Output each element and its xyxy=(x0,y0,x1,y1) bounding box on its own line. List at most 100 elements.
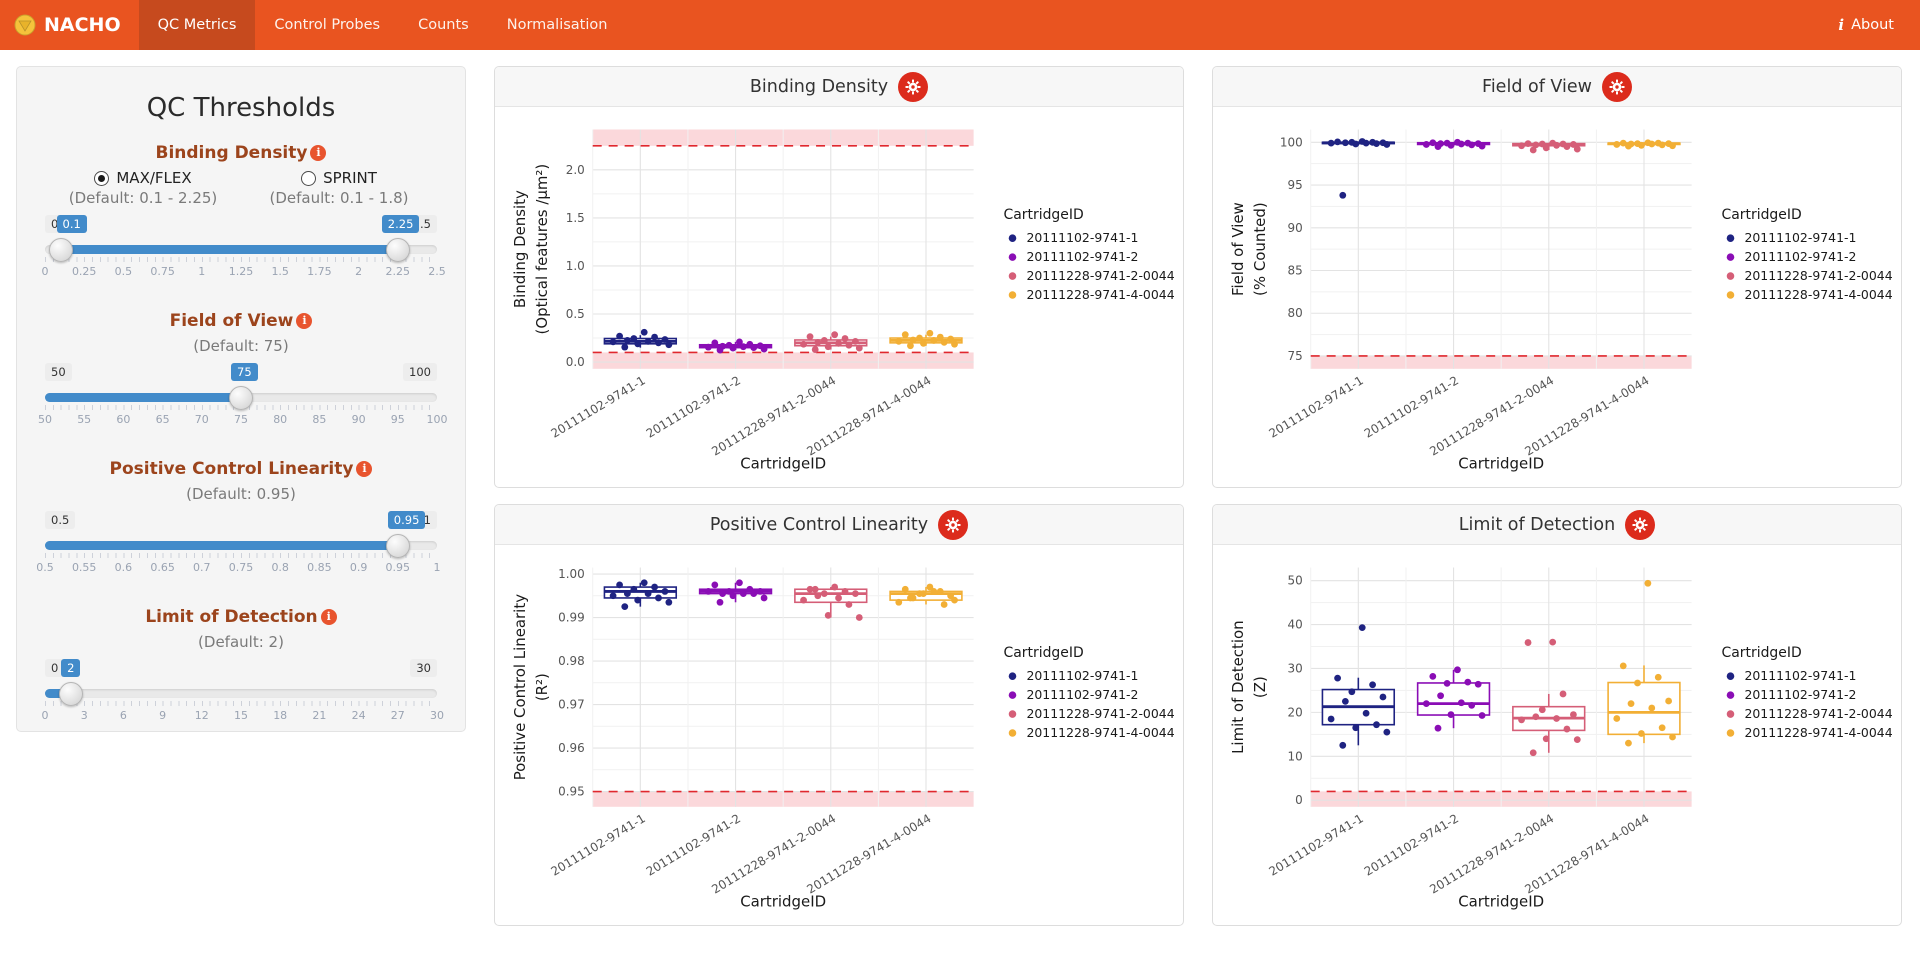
slider-track[interactable] xyxy=(45,245,437,254)
sample-point[interactable] xyxy=(901,331,909,339)
sample-point[interactable] xyxy=(729,592,737,600)
sample-point[interactable] xyxy=(1563,143,1571,150)
sample-point[interactable] xyxy=(711,581,719,589)
sample-point[interactable] xyxy=(621,343,629,351)
slider-handle[interactable] xyxy=(59,682,84,706)
field-of-view-settings-button[interactable] xyxy=(1601,71,1632,102)
sample-point[interactable] xyxy=(1422,141,1430,148)
radio-sprint[interactable]: SPRINT xyxy=(241,169,437,187)
sample-point[interactable] xyxy=(920,590,927,597)
sample-point[interactable] xyxy=(895,338,903,345)
sample-point[interactable] xyxy=(811,346,819,353)
sample-point[interactable] xyxy=(852,338,859,345)
limit-of-detection-slider[interactable]: 0 30 2 0 3 6 9 12 15 18 21 24 27 30 xyxy=(42,659,444,739)
sample-point[interactable] xyxy=(1352,724,1360,732)
sample-point[interactable] xyxy=(1464,678,1472,686)
sample-point[interactable] xyxy=(831,583,839,591)
sample-point[interactable] xyxy=(824,611,832,619)
sample-point[interactable] xyxy=(1429,672,1437,680)
sample-point[interactable] xyxy=(926,329,934,337)
sample-point[interactable] xyxy=(1654,673,1662,681)
sample-point[interactable] xyxy=(930,337,938,344)
sample-point[interactable] xyxy=(634,596,642,604)
sample-point[interactable] xyxy=(644,338,652,345)
sample-point[interactable] xyxy=(1619,662,1627,670)
sample-point[interactable] xyxy=(1373,721,1380,729)
sample-point[interactable] xyxy=(1665,697,1673,705)
sample-point[interactable] xyxy=(655,594,662,602)
sample-point[interactable] xyxy=(1573,736,1581,744)
sample-point[interactable] xyxy=(1625,739,1632,747)
positive-control-linearity-slider[interactable]: 0.5 1 0.95 0.5 0.55 0.6 0.65 0.7 0.75 0.8 0.85 0.9 0… xyxy=(36,511,441,591)
sample-point[interactable] xyxy=(623,337,631,344)
sample-point[interactable] xyxy=(1339,191,1347,199)
sample-point[interactable] xyxy=(750,590,758,597)
limit-of-detection-settings-button[interactable] xyxy=(1625,509,1656,540)
sample-point[interactable] xyxy=(947,335,955,343)
sample-point[interactable] xyxy=(750,344,758,352)
sample-point[interactable] xyxy=(704,343,712,351)
sample-point[interactable] xyxy=(1573,145,1581,153)
sample-point[interactable] xyxy=(1627,700,1635,707)
sample-point[interactable] xyxy=(665,598,673,606)
sample-point[interactable] xyxy=(936,588,944,595)
slider-track[interactable] xyxy=(45,689,437,698)
sample-point[interactable] xyxy=(760,345,768,353)
sample-point[interactable] xyxy=(651,583,658,591)
sample-point[interactable] xyxy=(1352,140,1360,148)
sample-point[interactable] xyxy=(1334,674,1341,682)
sample-point[interactable] xyxy=(1474,680,1482,688)
sample-point[interactable] xyxy=(1341,698,1349,705)
sample-point[interactable] xyxy=(907,594,914,602)
sample-point[interactable] xyxy=(845,341,853,349)
binding-density-settings-button[interactable] xyxy=(898,71,929,102)
sample-point[interactable] xyxy=(1447,141,1455,149)
sample-point[interactable] xyxy=(630,585,638,593)
sample-point[interactable] xyxy=(820,590,828,597)
sample-point[interactable] xyxy=(621,603,629,611)
sample-point[interactable] xyxy=(814,338,822,346)
binding-density-slider[interactable]: 0 2.5 0.1 2.25 0 0.25 0.5 0.75 1 1.25 1.5 1.75 2 2.25… xyxy=(42,215,446,295)
sample-point[interactable] xyxy=(951,340,958,348)
sample-point[interactable] xyxy=(1358,624,1366,632)
sample-point[interactable] xyxy=(831,331,839,339)
sample-point[interactable] xyxy=(630,335,638,342)
sample-point[interactable] xyxy=(1559,690,1567,698)
sample-point[interactable] xyxy=(1524,639,1532,646)
sample-point[interactable] xyxy=(1379,693,1387,701)
sample-point[interactable] xyxy=(1553,141,1560,149)
sample-point[interactable] xyxy=(841,335,849,342)
sample-point[interactable] xyxy=(1613,141,1621,148)
sample-point[interactable] xyxy=(920,339,927,347)
sample-point[interactable] xyxy=(739,590,747,597)
sample-point[interactable] xyxy=(1373,140,1380,147)
sample-point[interactable] xyxy=(855,344,863,352)
sample-point[interactable] xyxy=(729,344,737,352)
sample-point[interactable] xyxy=(909,336,917,344)
sample-point[interactable] xyxy=(800,340,807,348)
sample-point[interactable] xyxy=(820,337,828,344)
sample-point[interactable] xyxy=(800,596,807,604)
sample-point[interactable] xyxy=(616,581,623,589)
sample-point[interactable] xyxy=(716,346,724,354)
sample-point[interactable] xyxy=(1454,666,1461,674)
sample-point[interactable] xyxy=(719,590,726,597)
sample-point[interactable] xyxy=(1638,141,1645,149)
tab-control-probes[interactable]: Control Probes xyxy=(274,17,381,33)
sample-point[interactable] xyxy=(811,585,819,593)
sample-point[interactable] xyxy=(1669,733,1676,741)
sample-point[interactable] xyxy=(1447,711,1455,718)
slider-handle-to[interactable] xyxy=(385,238,410,262)
sample-point[interactable] xyxy=(1619,139,1627,147)
sample-point[interactable] xyxy=(1457,140,1465,148)
tab-normalisation[interactable]: Normalisation xyxy=(506,17,608,33)
sample-point[interactable] xyxy=(852,590,859,597)
positive-control-linearity-info-icon[interactable]: i xyxy=(356,461,373,477)
sample-point[interactable] xyxy=(855,614,863,621)
sample-point[interactable] xyxy=(1542,144,1550,152)
sample-point[interactable] xyxy=(1524,140,1532,147)
sample-point[interactable] xyxy=(736,338,743,346)
sample-point[interactable] xyxy=(640,328,648,336)
sample-point[interactable] xyxy=(655,339,662,347)
sample-point[interactable] xyxy=(661,588,669,595)
